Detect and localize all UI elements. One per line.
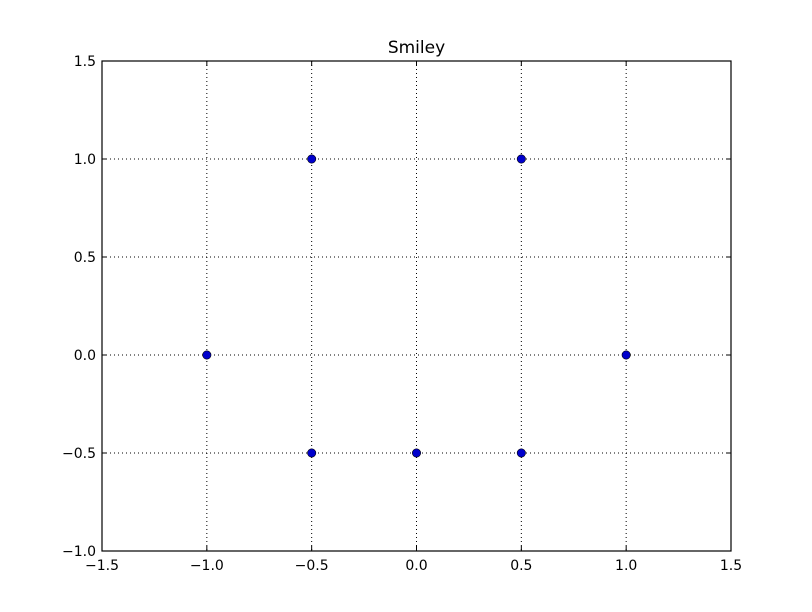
y-tick-label: −1.0 [62, 544, 96, 560]
grid-layer [101, 60, 732, 552]
data-point [411, 448, 421, 458]
x-tick-label: 1.5 [720, 558, 742, 574]
data-point [621, 350, 631, 360]
chart-title: Smiley [388, 38, 445, 58]
y-tick-label: 0.5 [74, 250, 96, 266]
x-tick-label: −0.5 [295, 558, 329, 574]
y-tick-label: −0.5 [62, 446, 96, 462]
tick-labels-layer: −1.5 −1.0 −0.5 0.0 0.5 1.0 1.5−1.0−0.50.00.51.… [62, 54, 742, 574]
y-tick-label: 1.0 [74, 152, 96, 168]
y-tick-label: 1.5 [74, 54, 96, 70]
y-tick-label: 0.0 [74, 348, 96, 364]
plot-area-frame [101, 60, 732, 552]
data-point [202, 350, 212, 360]
x-tick-label: 1.0 [615, 558, 637, 574]
data-point [307, 448, 317, 458]
x-tick-label: 0.5 [510, 558, 532, 574]
x-tick-label: 0.0 [405, 558, 427, 574]
data-point [516, 154, 526, 164]
x-tick-label: −1.0 [190, 558, 224, 574]
data-point [307, 154, 317, 164]
data-point [516, 448, 526, 458]
points-layer [202, 154, 631, 458]
x-tick-label: −1.5 [85, 558, 119, 574]
